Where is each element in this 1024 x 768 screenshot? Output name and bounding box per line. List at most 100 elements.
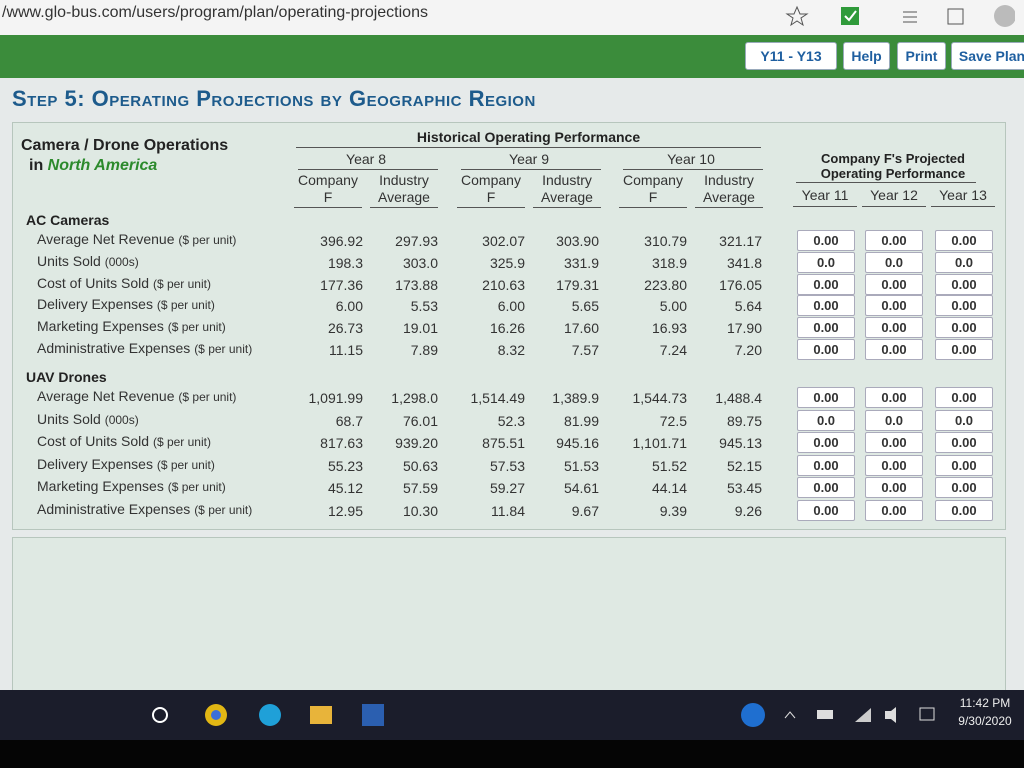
- row-label: Administrative Expenses ($ per unit): [37, 501, 252, 517]
- projection-input[interactable]: 0.0: [935, 409, 993, 431]
- projection-input[interactable]: 0.00: [865, 500, 923, 521]
- value-cell: 72.5: [659, 412, 687, 429]
- value-cell: 223.80: [644, 276, 687, 293]
- region-prefix: in: [29, 157, 44, 174]
- projection-input[interactable]: 0.00: [797, 295, 855, 317]
- projection-input[interactable]: 0.00: [797, 317, 855, 339]
- row-name: Units Sold: [37, 252, 101, 269]
- projection-input[interactable]: 0.00: [797, 500, 855, 521]
- projection-input[interactable]: 0.00: [935, 387, 993, 408]
- projection-input[interactable]: 0.00: [935, 339, 993, 360]
- projection-input[interactable]: 0.00: [865, 295, 923, 317]
- value-cell: 817.63: [320, 435, 363, 452]
- projection-input[interactable]: 0.00: [797, 273, 855, 295]
- rule: [695, 207, 763, 208]
- rule: [793, 206, 857, 207]
- row-label: Average Net Revenue ($ per unit): [37, 388, 236, 404]
- projection-input[interactable]: 0.00: [935, 295, 993, 317]
- value-cell: 1,091.99: [308, 390, 364, 406]
- projection-input[interactable]: 0.00: [865, 387, 923, 408]
- projection-input[interactable]: 0.00: [865, 339, 923, 360]
- toolbar-button[interactable]: Help: [843, 42, 890, 70]
- projection-input[interactable]: 0.00: [935, 273, 993, 295]
- value-cell: 53.45: [726, 480, 762, 497]
- value-cell: 9.39: [659, 503, 687, 519]
- projection-input[interactable]: 0.0: [935, 251, 993, 273]
- projection-input[interactable]: 0.0: [865, 251, 923, 273]
- toolbar-button[interactable]: Save Plan: [951, 42, 1024, 70]
- value-cell: 173.88: [395, 276, 438, 293]
- value-cell: 57.53: [489, 457, 525, 474]
- value-cell: 81.99: [563, 412, 599, 429]
- projection-input[interactable]: 0.00: [935, 230, 993, 251]
- row-label: Units Sold (000s): [37, 411, 139, 427]
- value-cell: 52.3: [497, 412, 525, 429]
- value-cell: 10.30: [402, 503, 438, 519]
- rule: [796, 182, 976, 183]
- toolbar-button[interactable]: Print: [897, 42, 946, 70]
- projection-input[interactable]: 0.00: [797, 432, 855, 454]
- toolbar: Y11 - Y13 Help Print Save Plan: [0, 35, 1024, 78]
- row-unit: ($ per unit): [194, 503, 253, 517]
- rule: [294, 207, 362, 208]
- column-header: Industry: [379, 172, 429, 188]
- projection-input[interactable]: 0.00: [865, 454, 923, 476]
- group-label: AC Cameras: [26, 212, 110, 228]
- value-cell: 76.01: [402, 412, 438, 429]
- projection-input[interactable]: 0.0: [865, 409, 923, 431]
- value-cell: 179.31: [556, 276, 599, 293]
- value-cell: 12.95: [327, 503, 363, 519]
- value-cell: 6.00: [335, 298, 363, 315]
- value-cell: 177.36: [320, 276, 363, 293]
- value-cell: 11.15: [329, 342, 363, 358]
- row-label: Average Net Revenue ($ per unit): [37, 231, 236, 247]
- value-cell: 302.07: [482, 233, 525, 249]
- projection-input[interactable]: 0.00: [935, 432, 993, 454]
- value-cell: 341.8: [726, 254, 762, 271]
- projection-input[interactable]: 0.00: [935, 477, 993, 499]
- value-cell: 5.65: [571, 298, 599, 315]
- value-cell: 51.53: [563, 457, 599, 474]
- toolbar-button[interactable]: Y11 - Y13: [745, 42, 837, 70]
- projection-input[interactable]: 0.00: [797, 339, 855, 360]
- value-cell: 310.79: [644, 233, 687, 249]
- column-header: F: [648, 189, 658, 205]
- projection-input[interactable]: 0.00: [797, 387, 855, 408]
- column-header: Company: [623, 172, 683, 188]
- value-cell: 176.05: [719, 276, 762, 293]
- url[interactable]: /www.glo-bus.com/users/program/plan/oper…: [2, 4, 428, 21]
- value-cell: 7.20: [734, 342, 762, 358]
- projected-header: Company F's Projected: [821, 151, 965, 166]
- projection-input[interactable]: 0.00: [865, 273, 923, 295]
- projection-input[interactable]: 0.00: [935, 500, 993, 521]
- projection-input[interactable]: 0.0: [797, 251, 855, 273]
- value-cell: 17.90: [726, 320, 762, 337]
- value-cell: 303.90: [556, 233, 599, 249]
- column-header: Average: [378, 189, 430, 205]
- projection-input[interactable]: 0.00: [935, 454, 993, 476]
- projection-input[interactable]: 0.00: [797, 477, 855, 499]
- value-cell: 325.9: [489, 254, 525, 271]
- value-cell: 1,389.9: [552, 390, 599, 406]
- value-cell: 1,298.0: [391, 390, 438, 406]
- value-cell: 7.57: [571, 342, 599, 358]
- row-unit: (000s): [104, 254, 139, 269]
- projection-input[interactable]: 0.00: [865, 432, 923, 454]
- projection-input[interactable]: 0.00: [865, 477, 923, 499]
- projection-input[interactable]: 0.00: [797, 230, 855, 251]
- projection-input[interactable]: 0.00: [865, 317, 923, 339]
- column-header: F: [486, 189, 496, 205]
- value-cell: 297.93: [395, 233, 438, 249]
- projection-input[interactable]: 0.0: [797, 409, 855, 431]
- column-header: Company: [461, 172, 521, 188]
- value-cell: 9.26: [734, 503, 762, 519]
- row-unit: ($ per unit): [152, 435, 211, 450]
- rule: [461, 169, 601, 170]
- projection-input[interactable]: 0.00: [935, 317, 993, 339]
- projection-input[interactable]: 0.00: [865, 230, 923, 251]
- projection-input[interactable]: 0.00: [797, 454, 855, 476]
- value-cell: 939.20: [395, 435, 438, 452]
- value-cell: 303.0: [402, 254, 438, 271]
- projected-year: Year 12: [870, 187, 918, 203]
- rule: [370, 207, 438, 208]
